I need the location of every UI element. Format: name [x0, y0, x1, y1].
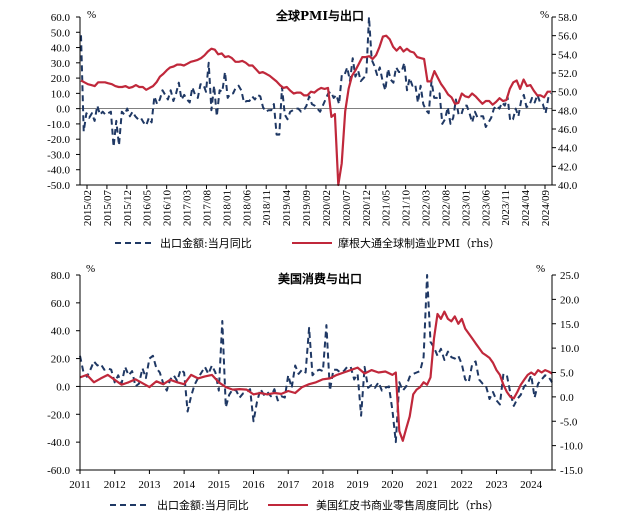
chart2-left-tick-label: 80.0: [51, 270, 71, 282]
chart1-x-tick-label: 2016/10: [162, 190, 174, 227]
chart1-x-tick-label: 2017/03: [182, 190, 194, 227]
chart2-right-tick-label: 5.0: [560, 368, 574, 380]
chart1-right-tick-label: 44.0: [558, 143, 578, 155]
chart2-x-tick-label: 2017: [277, 479, 300, 491]
chart2-right-tick-label: -5.0: [560, 416, 578, 428]
chart2-legend: 出口金额:当月同比 美国红皮书商业零售周度同比（rhs）: [110, 498, 499, 512]
chart1-right-tick-label: 50.0: [558, 87, 578, 99]
chart1-x-tick-label: 2017/08: [201, 190, 213, 227]
chart1-right-tick-label: 52.0: [558, 68, 578, 80]
chart1-left-tick-label: -30.0: [47, 149, 70, 161]
chart-global-pmi-exports: 全球PMI与出口 % % 60.0 50.0 40.0 30.0 20.0 10.0 0.0…: [47, 8, 578, 250]
chart2-right-tick-label: -10.0: [560, 441, 583, 453]
chart1-x-tick-label: 2019/09: [301, 190, 313, 227]
chart2-x-tick-label: 2016: [243, 479, 266, 491]
chart1-x-tick-label: 2015/07: [102, 190, 114, 227]
chart2-title: 美国消费与出口: [278, 271, 362, 286]
chart1-left-tick-label: 60.0: [51, 12, 71, 24]
chart1-right-tick-label: 54.0: [558, 49, 578, 61]
chart1-left-tick-label: -20.0: [47, 134, 70, 146]
chart2-right-tick-label: -15.0: [560, 465, 583, 477]
chart2-legend-label-exports: 出口金额:当月同比: [157, 498, 249, 512]
chart1-right-tick-label: 46.0: [558, 124, 578, 136]
chart1-x-tick-label: 2015/12: [122, 190, 134, 226]
chart2-x-tick-label: 2018: [312, 479, 335, 491]
chart1-x-tick-label: 2023/11: [500, 190, 512, 226]
chart1-left-tick-label: 30.0: [51, 58, 71, 70]
chart2-left-tick-label: -40.0: [47, 437, 70, 449]
chart2-x-tick-label: 2021: [416, 479, 438, 491]
chart1-x-tick-label: 2024/04: [520, 190, 532, 227]
chart1-legend-label-pmi: 摩根大通全球制造业PMI（rhs）: [338, 236, 500, 250]
chart1-x-tick-label: 2018/06: [241, 190, 253, 227]
chart1-legend-label-exports: 出口金额:当月同比: [160, 236, 252, 250]
chart2-left-tick-label: 0.0: [56, 381, 70, 393]
chart2-left-unit: %: [86, 263, 95, 275]
chart2-right-tick-label: 15.0: [560, 319, 580, 331]
chart1-x-tick-label: 2016/05: [142, 190, 154, 227]
chart1-x-tick-label: 2019/04: [281, 190, 293, 227]
chart1-right-tick-label: 42.0: [558, 161, 578, 173]
chart1-x-tick-label: 2021/05: [381, 190, 393, 227]
chart1-left-tick-label: -50.0: [47, 180, 70, 192]
chart1-left-tick-label: 40.0: [51, 43, 71, 55]
chart1-x-tick-label: 2024/09: [540, 190, 552, 227]
chart1-title: 全球PMI与出口: [275, 8, 364, 23]
chart1-right-tick-label: 56.0: [558, 31, 578, 43]
chart2-legend-label-redbook: 美国红皮书商业零售周度同比（rhs）: [316, 498, 499, 512]
chart1-x-tick-label: 2018/01: [221, 190, 233, 226]
chart1-left-tick-label: 50.0: [51, 27, 71, 39]
chart2-x-tick-label: 2020: [381, 479, 404, 491]
chart2-left-tick-label: -60.0: [47, 465, 70, 477]
chart2-left-tick-label: 40.0: [51, 326, 71, 338]
chart2-right-tick-label: 0.0: [560, 392, 574, 404]
chart1-right-unit: %: [540, 9, 549, 21]
chart1-x-tick-label: 2023/06: [480, 190, 492, 227]
chart1-x-tick-label: 2022/08: [440, 190, 452, 227]
chart1-right-tick-label: 58.0: [558, 12, 578, 24]
chart2-x-tick-label: 2011: [69, 479, 91, 491]
chart1-right-tick-label: 40.0: [558, 180, 578, 192]
chart2-x-tick-label: 2022: [451, 479, 473, 491]
chart-us-consumption-exports: 美国消费与出口 % % 80.0 60.0 40.0 20.0 0.0 -20.0 -40.…: [47, 263, 583, 512]
chart1-series-exports-line: [80, 16, 552, 148]
chart2-x-tick-label: 2024: [520, 479, 543, 491]
chart1-legend: 出口金额:当月同比 摩根大通全球制造业PMI（rhs）: [115, 236, 500, 250]
chart2-x-tick-label: 2012: [104, 479, 126, 491]
chart1-x-tick-label: 2023/01: [460, 190, 472, 226]
chart2-right-tick-label: 20.0: [560, 294, 580, 306]
chart2-x-tick-label: 2023: [485, 479, 508, 491]
chart1-left-tick-label: 0.0: [56, 104, 70, 116]
chart2-x-tick-label: 2019: [347, 479, 370, 491]
chart1-left-tick-label: 10.0: [51, 88, 71, 100]
chart2-left-tick-label: 60.0: [51, 298, 71, 310]
chart1-left-tick-label: -10.0: [47, 119, 70, 131]
chart1-x-tick-label: 2022/03: [421, 190, 433, 227]
chart2-x-tick-label: 2013: [138, 479, 161, 491]
chart2-x-tick-label: 2014: [173, 479, 196, 491]
chart2-x-tick-label: 2015: [208, 479, 231, 491]
chart1-x-tick-label: 2015/02: [82, 190, 94, 226]
chart1-right-tick-label: 48.0: [558, 105, 578, 117]
chart1-left-tick-label: 20.0: [51, 73, 71, 85]
chart2-right-tick-label: 10.0: [560, 343, 580, 355]
chart2-series-exports-line: [79, 274, 553, 444]
chart2-right-tick-label: 25.0: [560, 270, 580, 282]
chart2-right-unit: %: [536, 263, 545, 275]
chart1-x-tick-label: 2020/02: [321, 190, 333, 226]
chart1-x-tick-label: 2018/11: [261, 190, 273, 226]
chart1-left-unit: %: [87, 9, 96, 21]
chart1-left-tick-label: -40.0: [47, 165, 70, 177]
chart2-left-tick-label: 20.0: [51, 354, 71, 366]
chart1-x-tick-label: 2020/07: [341, 190, 353, 227]
chart1-x-tick-label: 2020/12: [361, 190, 373, 226]
chart2-series-redbook-line: [79, 310, 553, 442]
chart1-x-tick-label: 2021/10: [401, 190, 413, 227]
chart2-left-tick-label: -20.0: [47, 409, 70, 421]
chart1-series-pmi-line: [80, 34, 551, 187]
